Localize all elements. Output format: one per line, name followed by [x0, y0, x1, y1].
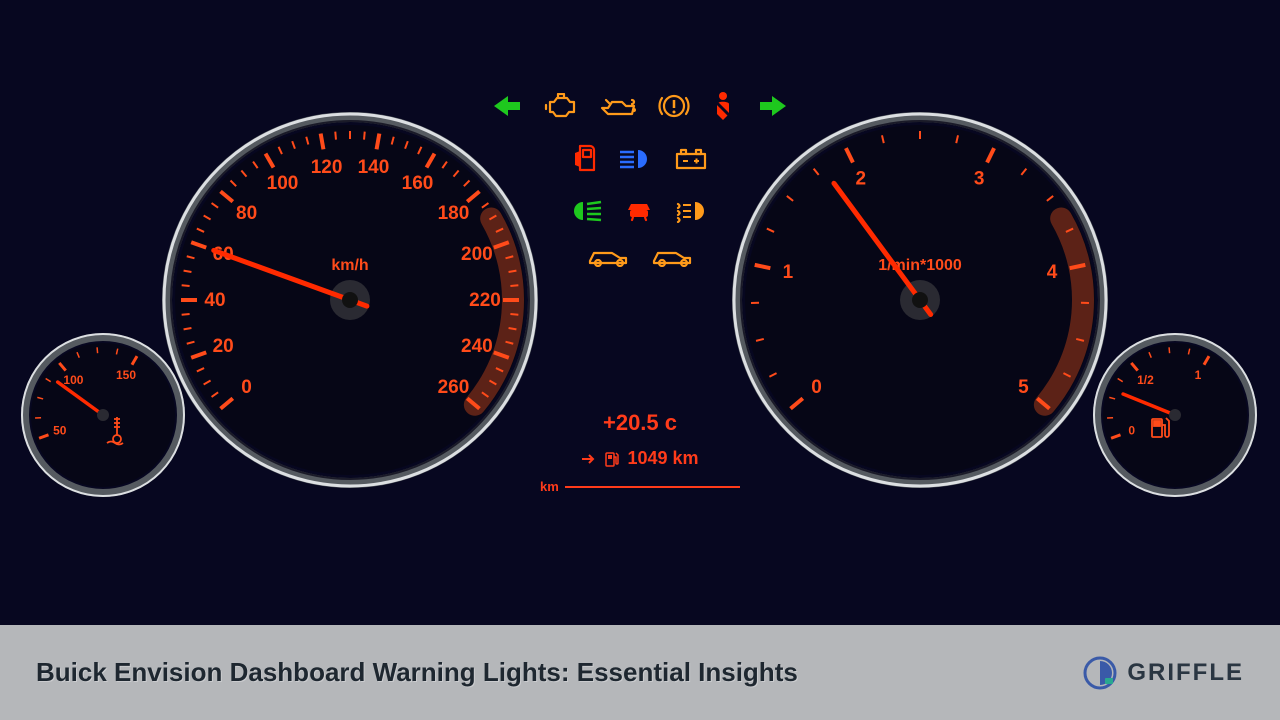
turn-right-icon — [756, 92, 790, 125]
svg-text:80: 80 — [236, 203, 257, 224]
svg-text:50: 50 — [53, 424, 67, 438]
dashboard-panel: 020406080100120140160180200220240260km/h… — [0, 0, 1280, 625]
svg-text:0: 0 — [811, 377, 822, 398]
svg-text:km/h: km/h — [331, 257, 368, 274]
warning-row — [586, 247, 694, 272]
outside-temperature: +20.5 c — [540, 410, 740, 436]
svg-text:40: 40 — [204, 290, 225, 311]
brake-warning-icon — [658, 90, 690, 127]
range-arrow-icon — [581, 451, 597, 467]
cruise-icon — [586, 247, 630, 272]
svg-text:1/2: 1/2 — [1137, 373, 1154, 387]
temperature-gauge: 50 100 150 — [16, 328, 190, 502]
oil-pressure-icon — [598, 94, 638, 123]
svg-text:160: 160 — [402, 173, 434, 194]
km-label: km — [540, 479, 559, 494]
fog-light-icon — [675, 199, 711, 228]
warning-row — [572, 143, 708, 180]
svg-text:0: 0 — [1128, 424, 1135, 438]
svg-text:5: 5 — [1018, 377, 1029, 398]
high-beam-icon — [618, 147, 654, 176]
fuel-range: 1049 km — [540, 448, 740, 469]
car-warning-icon — [650, 247, 694, 272]
odometer-line: km — [540, 479, 740, 494]
traction-icon — [623, 196, 655, 231]
svg-text:260: 260 — [438, 377, 470, 398]
svg-text:20: 20 — [213, 336, 234, 357]
seatbelt-icon — [710, 90, 736, 127]
fuel-pump-icon — [605, 451, 619, 467]
fuel-gauge: 0 1/2 1 — [1088, 328, 1262, 502]
svg-text:4: 4 — [1047, 262, 1058, 283]
warning-row — [490, 90, 790, 127]
door-open-icon — [572, 143, 598, 180]
svg-text:1: 1 — [1195, 368, 1202, 382]
svg-text:120: 120 — [311, 157, 343, 178]
turn-left-icon — [490, 92, 524, 125]
svg-text:100: 100 — [267, 173, 299, 194]
warning-light-cluster — [470, 90, 810, 272]
svg-text:150: 150 — [116, 368, 136, 382]
logo-text: GRIFFLE — [1127, 659, 1244, 687]
brand-logo: GRIFFLE — [1083, 656, 1244, 690]
footer-bar: Buick Envision Dashboard Warning Lights:… — [0, 625, 1280, 720]
svg-text:100: 100 — [63, 373, 83, 387]
check-engine-icon — [544, 93, 578, 124]
svg-text:240: 240 — [461, 336, 493, 357]
warning-row — [569, 196, 711, 231]
range-value: 1049 km — [627, 448, 698, 469]
headlight-icon — [569, 199, 603, 228]
svg-text:3: 3 — [974, 169, 985, 190]
logo-icon — [1083, 656, 1117, 690]
page-title: Buick Envision Dashboard Warning Lights:… — [36, 657, 798, 688]
center-info-panel: +20.5 c 1049 km km — [540, 410, 740, 494]
battery-icon — [674, 147, 708, 176]
svg-text:140: 140 — [358, 157, 390, 178]
svg-text:180: 180 — [438, 203, 470, 224]
km-underline — [565, 486, 740, 488]
svg-text:220: 220 — [469, 290, 501, 311]
svg-text:0: 0 — [241, 377, 252, 398]
svg-text:2: 2 — [856, 169, 867, 190]
